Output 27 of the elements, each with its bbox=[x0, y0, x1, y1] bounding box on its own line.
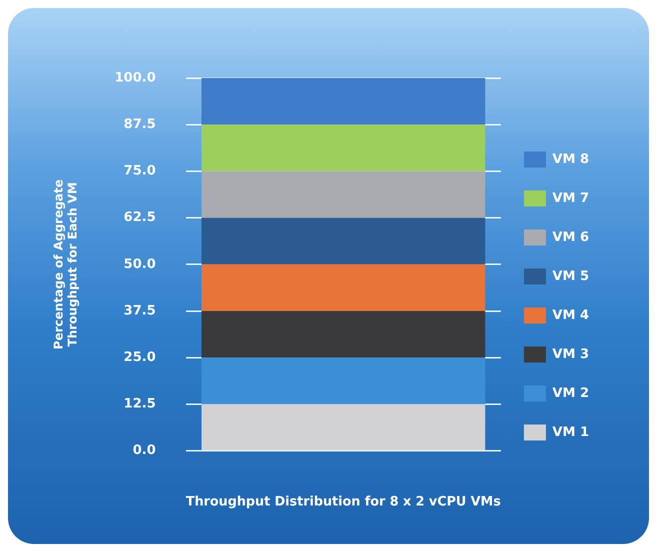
x-axis-title: Throughput Distribution for 8 x 2 vCPU VMs bbox=[186, 494, 502, 510]
bar bbox=[202, 171, 486, 218]
legend-label: VM 7 bbox=[552, 190, 590, 206]
y-tick-label: 12.5 bbox=[124, 396, 156, 412]
bar bbox=[202, 358, 486, 404]
legend-label: VM 2 bbox=[552, 386, 590, 401]
bar bbox=[202, 218, 486, 264]
bar bbox=[202, 404, 486, 450]
y-tick-label: 75.0 bbox=[124, 164, 156, 179]
y-tick-label: 62.5 bbox=[124, 210, 156, 226]
y-tick-label: 0.0 bbox=[132, 443, 156, 458]
legend-label: VM 3 bbox=[552, 346, 590, 362]
bar bbox=[202, 124, 486, 172]
legend-label: VM 8 bbox=[552, 152, 590, 167]
legend-label: VM 5 bbox=[552, 268, 590, 284]
y-axis-title: Percentage of Aggregate Throughput for Each VM bbox=[51, 179, 80, 350]
y-tick-label: 87.5 bbox=[124, 116, 156, 132]
y-tick-label: 50.0 bbox=[124, 256, 156, 272]
bar bbox=[202, 78, 486, 125]
y-tick-label: 25.0 bbox=[124, 350, 156, 365]
bar bbox=[202, 311, 486, 358]
legend-label: VM 6 bbox=[552, 230, 590, 245]
legend-label: VM 1 bbox=[552, 424, 590, 440]
bar bbox=[202, 264, 486, 311]
y-tick-label: 100.0 bbox=[114, 70, 156, 86]
y-tick-label: 37.5 bbox=[124, 303, 156, 318]
legend-label: VM 4 bbox=[552, 308, 590, 323]
